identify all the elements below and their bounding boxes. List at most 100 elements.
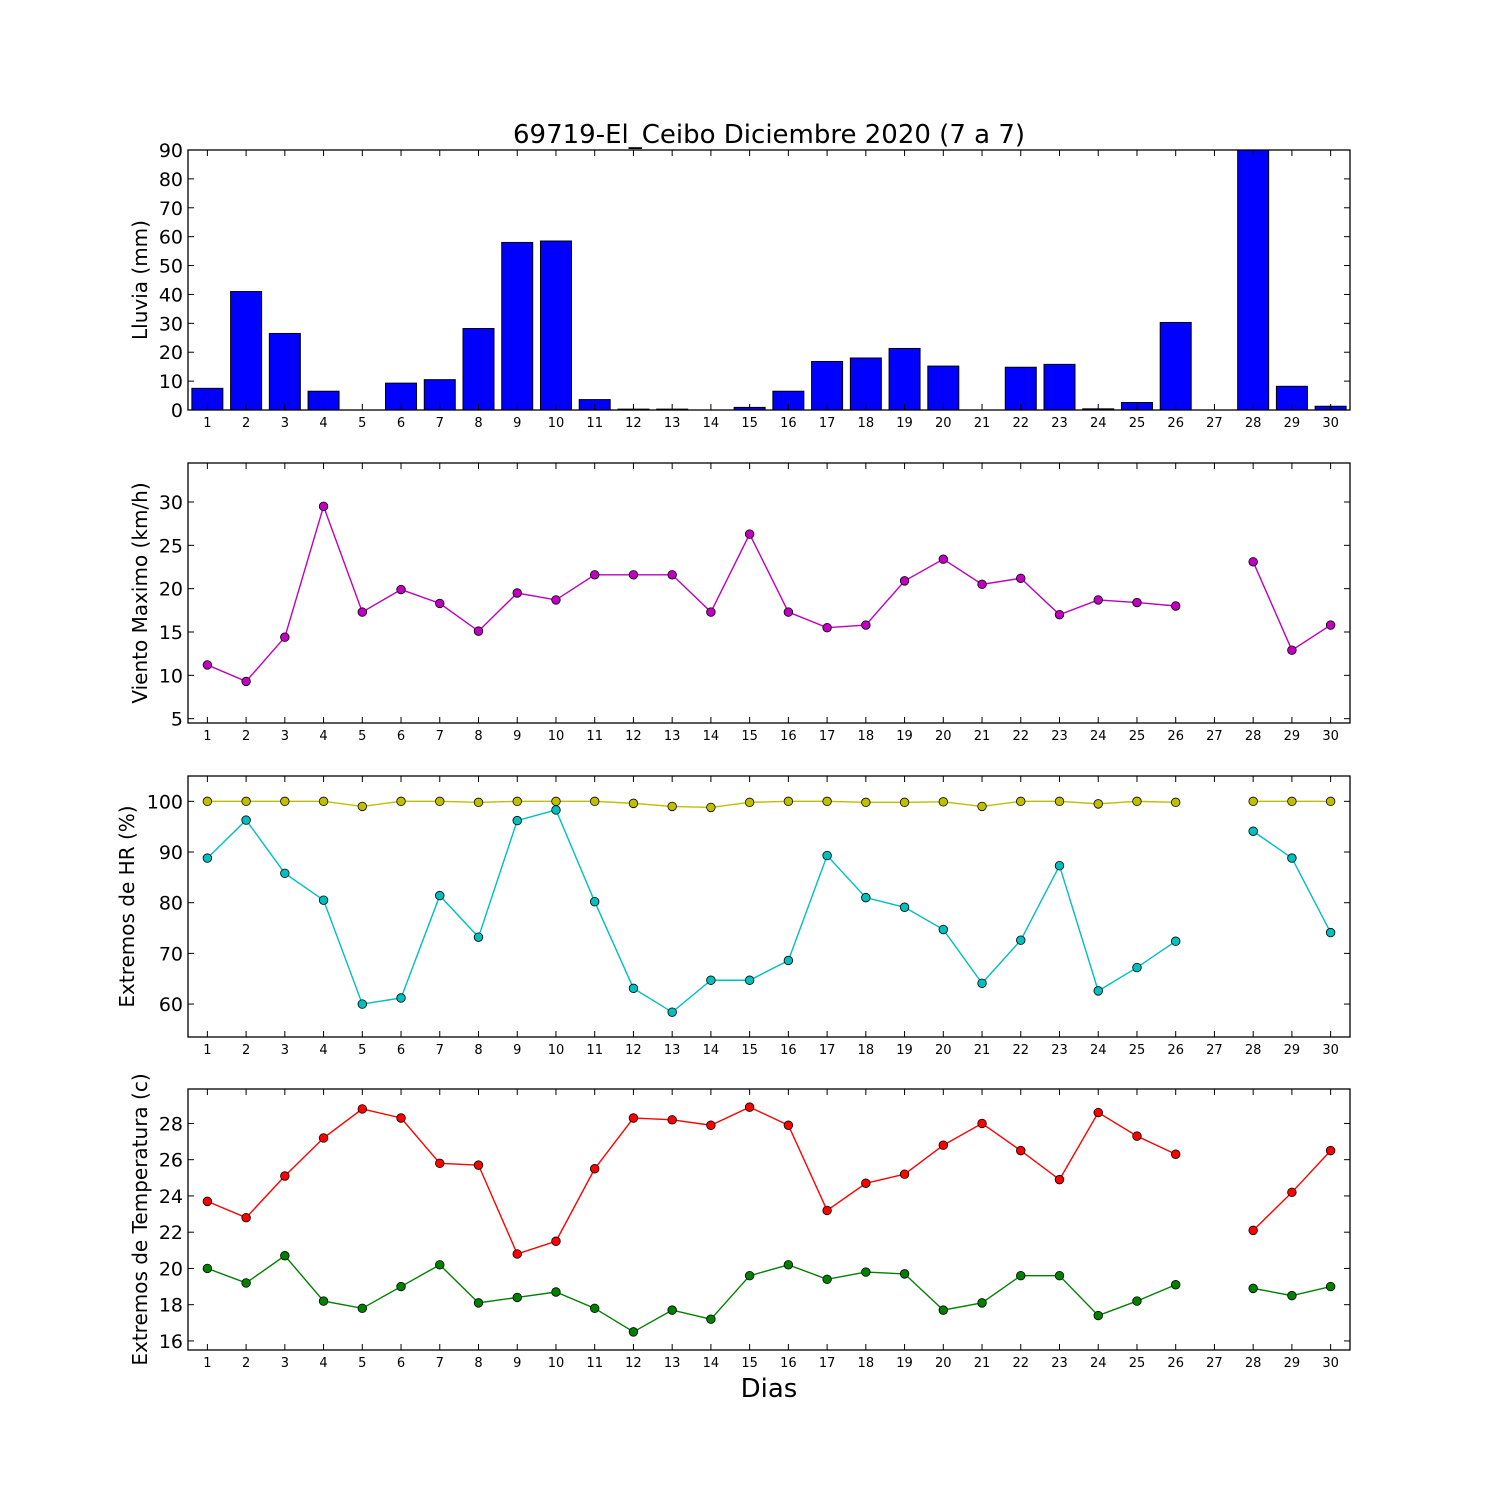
series-2-line-1 <box>207 1254 1176 1333</box>
x-tick-label: 9 <box>513 1356 521 1371</box>
series-2-point-day-28 <box>1248 1283 1258 1294</box>
series-2-point-day-7 <box>435 1260 445 1270</box>
series-1-point-day-8 <box>473 797 484 808</box>
x-tick-label: 23 <box>1051 416 1068 431</box>
bar-day-22 <box>1004 366 1037 411</box>
series-1-point-day-7 <box>435 598 445 609</box>
series-2-point-day-6 <box>396 993 406 1003</box>
series-1-point-day-1 <box>202 796 213 807</box>
series-1-point-day-4 <box>318 1133 329 1143</box>
x-tick-label: 6 <box>397 1356 405 1371</box>
x-tick-label: 10 <box>548 1043 565 1058</box>
y-tick-label: 26 <box>159 1150 183 1172</box>
series-1-point-day-20 <box>938 797 949 807</box>
x-tick-label: 24 <box>1090 1043 1107 1058</box>
series-1-point-day-21 <box>977 801 987 812</box>
x-tick-label: 2 <box>242 416 250 431</box>
x-tick-label: 21 <box>974 1043 991 1058</box>
y-tick-label: 50 <box>159 256 183 278</box>
x-tick-label: 6 <box>397 416 405 431</box>
x-tick-label: 11 <box>586 416 603 431</box>
series-1-point-day-20 <box>938 1140 949 1150</box>
x-tick-label: 24 <box>1090 729 1107 744</box>
series-1-point-day-16 <box>783 1120 794 1130</box>
x-tick-label: 16 <box>780 416 797 431</box>
series-1-point-day-21 <box>977 1118 987 1129</box>
y-tick-label: 90 <box>159 842 183 864</box>
y-tick-label: 0 <box>171 400 183 422</box>
series-1-point-day-5 <box>357 801 368 812</box>
x-tick-label: 7 <box>436 1043 444 1058</box>
series-2-point-day-14 <box>706 975 716 985</box>
x-tick-label: 13 <box>664 729 681 744</box>
x-tick-label: 3 <box>281 416 289 431</box>
series-1-point-day-3 <box>280 796 290 807</box>
x-tick-label: 26 <box>1167 1043 1184 1058</box>
series-2-point-day-30 <box>1325 1281 1336 1292</box>
x-tick-label: 13 <box>664 1043 681 1058</box>
series-2-point-day-23 <box>1054 1270 1065 1281</box>
series-1-point-day-9 <box>512 796 522 807</box>
series-1-point-day-25 <box>1132 1131 1142 1141</box>
series-2-point-day-9 <box>512 815 522 826</box>
x-tick-label: 5 <box>358 1356 366 1371</box>
x-tick-label: 20 <box>935 1356 952 1371</box>
series-2-point-day-24 <box>1093 986 1103 996</box>
x-tick-label: 4 <box>319 1043 327 1058</box>
bar-day-2 <box>230 291 263 411</box>
series-1-point-day-13 <box>667 570 677 580</box>
x-tick-label: 9 <box>513 729 521 744</box>
x-tick-label: 23 <box>1051 1043 1068 1058</box>
series-1-point-day-3 <box>280 632 290 642</box>
x-tick-label: 4 <box>319 416 327 431</box>
series-2-point-day-21 <box>977 1298 987 1308</box>
x-tick-label: 5 <box>358 729 366 744</box>
x-tick-label: 1 <box>203 1043 211 1058</box>
x-tick-label: 8 <box>474 729 482 744</box>
bar-day-20 <box>927 365 960 411</box>
x-tick-label: 14 <box>703 1356 720 1371</box>
series-1-point-day-14 <box>706 802 716 813</box>
series-2-point-day-7 <box>435 890 445 901</box>
series-1-point-day-28 <box>1248 557 1258 567</box>
x-tick-label: 14 <box>703 729 720 744</box>
series-1-point-day-18 <box>861 1178 871 1188</box>
series-1-point-day-30 <box>1325 1145 1336 1156</box>
x-tick-label: 22 <box>1012 416 1029 431</box>
x-tick-label: 3 <box>281 1356 289 1371</box>
series-1-point-day-30 <box>1325 620 1336 630</box>
series-1-point-day-15 <box>744 1102 755 1112</box>
series-2-point-day-1 <box>202 1263 213 1274</box>
y-tick-label: 28 <box>159 1113 183 1135</box>
series-1-point-day-24 <box>1093 1107 1103 1118</box>
series-2-point-day-24 <box>1093 1310 1103 1321</box>
x-tick-label: 28 <box>1245 1356 1262 1371</box>
x-tick-label: 3 <box>281 729 289 744</box>
x-tick-label: 30 <box>1322 729 1339 744</box>
x-tick-label: 21 <box>974 729 991 744</box>
series-1-point-day-1 <box>202 1196 213 1207</box>
series-1-point-day-3 <box>280 1171 290 1181</box>
bar-day-18 <box>849 357 882 411</box>
x-tick-label: 24 <box>1090 416 1107 431</box>
series-2-point-day-25 <box>1132 1296 1142 1306</box>
series-1-line-2 <box>1252 561 1332 652</box>
x-tick-label: 26 <box>1167 729 1184 744</box>
series-1-point-day-14 <box>706 1120 716 1130</box>
series-1-point-day-15 <box>744 797 755 808</box>
y-tick-label: 70 <box>159 943 183 965</box>
series-2-point-day-1 <box>202 853 213 863</box>
series-1-point-day-9 <box>512 588 522 598</box>
x-tick-label: 12 <box>625 729 642 744</box>
x-tick-label: 1 <box>203 416 211 431</box>
series-2-point-day-30 <box>1325 927 1336 938</box>
x-tick-label: 6 <box>397 1043 405 1058</box>
series-2-point-day-18 <box>861 1267 871 1277</box>
series-1-point-day-6 <box>396 584 406 595</box>
series-1-point-day-29 <box>1287 1187 1297 1198</box>
